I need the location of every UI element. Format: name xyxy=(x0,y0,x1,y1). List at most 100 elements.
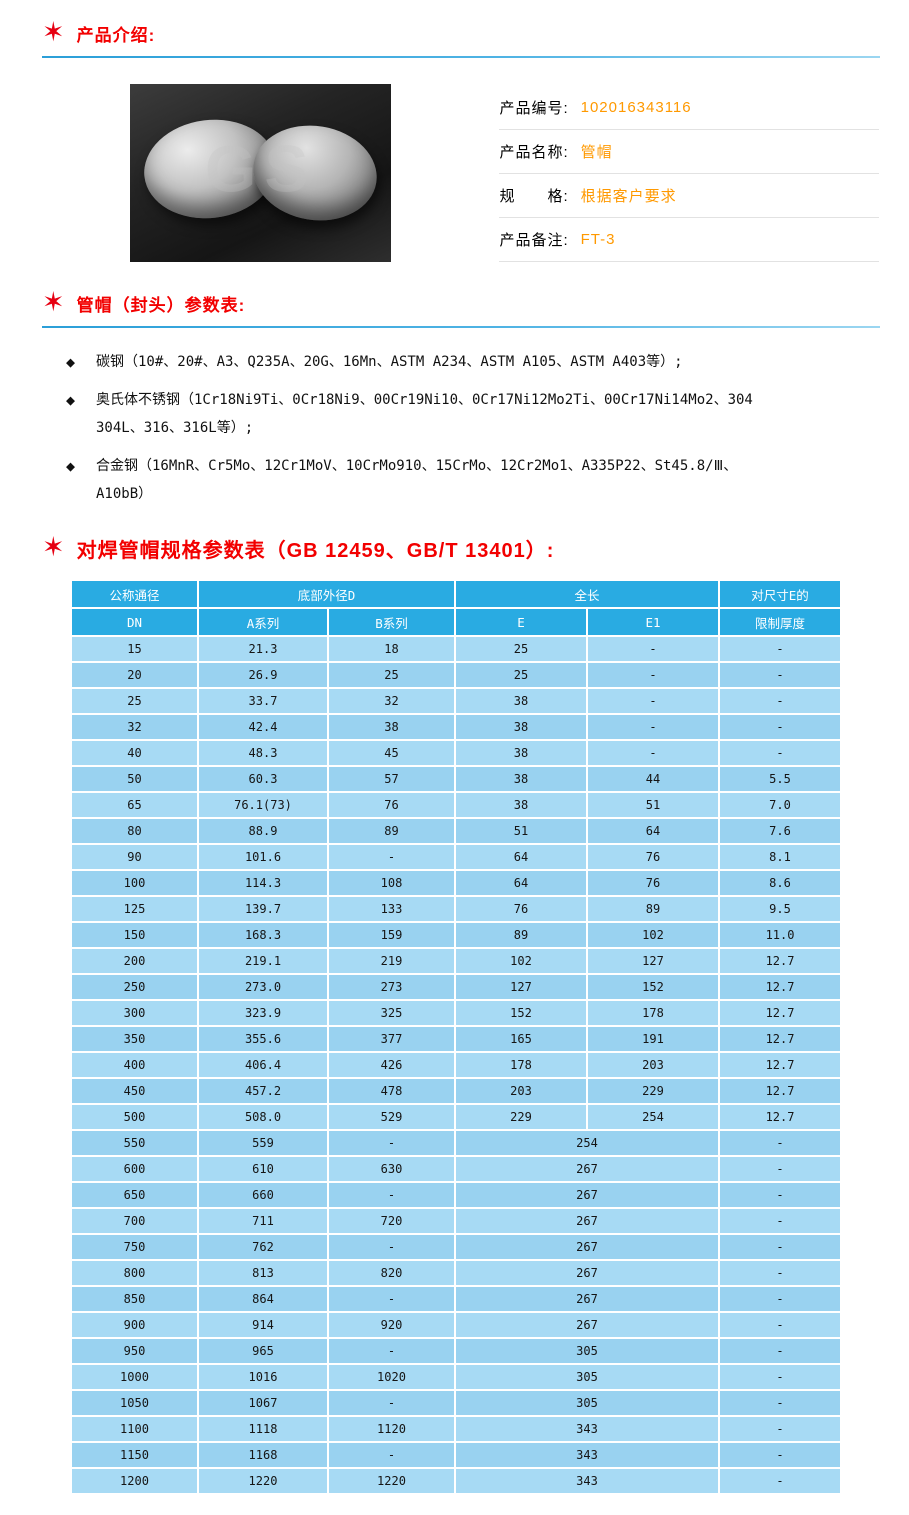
spec-cell-b-series: 108 xyxy=(329,871,454,895)
spec-cell-e: 203 xyxy=(456,1079,586,1103)
spec-cell-limit-thickness: 12.7 xyxy=(720,1053,841,1077)
spec-cell-e: 127 xyxy=(456,975,586,999)
spec-cell-limit-thickness: - xyxy=(720,1469,841,1493)
spec-cell-b-series: 820 xyxy=(329,1261,454,1285)
product-field-value: 根据客户要求 xyxy=(580,188,677,205)
material-text: 碳钢（10#、20#、A3、Q235A、20G、16Mn、ASTM A234、A… xyxy=(96,354,683,370)
spec-cell-e1: - xyxy=(588,741,719,765)
material-item-stainless-steel: ◆ 奥氏体不锈钢（1Cr18Ni9Ti、0Cr18Ni9、00Cr19Ni10、… xyxy=(66,386,879,442)
spec-cell-dn: 40 xyxy=(72,741,197,765)
spec-cell-e: 38 xyxy=(456,767,586,791)
product-field-label: 产品编号: xyxy=(499,100,569,117)
spec-cell-dn: 300 xyxy=(72,1001,197,1025)
spec-cell-e-span: 267 xyxy=(456,1183,719,1207)
spec-cell-a-series: 60.3 xyxy=(199,767,327,791)
photo-watermark: GS xyxy=(205,131,317,206)
spec-cell-dn: 25 xyxy=(72,689,197,713)
spec-cell-e1: 254 xyxy=(588,1105,719,1129)
spec-cell-a-series: 1016 xyxy=(199,1365,327,1389)
spec-row-dn-800: 800 813 820 267- xyxy=(72,1261,841,1285)
product-field-label: 产品备注: xyxy=(499,232,569,249)
spec-cell-a-series: 965 xyxy=(199,1339,327,1363)
header-a-series: A系列 xyxy=(199,609,327,635)
spec-cell-a-series: 864 xyxy=(199,1287,327,1311)
spec-cell-limit-thickness: 12.7 xyxy=(720,975,841,999)
spec-cell-e1: - xyxy=(588,715,719,739)
spec-cell-limit-thickness: 12.7 xyxy=(720,949,841,973)
spec-cell-dn: 400 xyxy=(72,1053,197,1077)
spec-cell-e1: 203 xyxy=(588,1053,719,1077)
spec-cell-e: 178 xyxy=(456,1053,586,1077)
spec-cell-dn: 800 xyxy=(72,1261,197,1285)
spec-cell-e-span: 343 xyxy=(456,1469,719,1493)
spec-cell-limit-thickness: 11.0 xyxy=(720,923,841,947)
spec-cell-limit-thickness: - xyxy=(720,1183,841,1207)
spec-cell-b-series: - xyxy=(329,845,454,869)
section-divider xyxy=(42,56,880,58)
header-limit-thickness: 限制厚度 xyxy=(720,609,841,635)
spec-table-head: 公称通径 底部外径D 全长 对尺寸E的 DN A系列 B系列 E E1 限制厚度 xyxy=(72,581,841,635)
spec-row-dn-1050: 1050 1067-305- xyxy=(72,1391,841,1415)
header-e: E xyxy=(456,609,586,635)
header-dn: DN xyxy=(72,609,197,635)
spec-cell-b-series: 426 xyxy=(329,1053,454,1077)
product-fields: 产品编号: 102016343116 产品名称: 管帽 规 格: 根据客户要求 … xyxy=(499,84,879,262)
spec-cell-e-span: 305 xyxy=(456,1391,719,1415)
product-field-label: 规 格: xyxy=(499,188,569,205)
spec-cell-limit-thickness: 12.7 xyxy=(720,1001,841,1025)
spec-cell-b-series: 920 xyxy=(329,1313,454,1337)
spec-cell-a-series: 168.3 xyxy=(199,923,327,947)
spec-cell-limit-thickness: - xyxy=(720,1209,841,1233)
spec-cell-a-series: 76.1(73) xyxy=(199,793,327,817)
spec-cell-b-series: - xyxy=(329,1131,454,1155)
spec-cell-e: 38 xyxy=(456,741,586,765)
spec-cell-e: 25 xyxy=(456,663,586,687)
spec-cell-limit-thickness: - xyxy=(720,1365,841,1389)
spec-row-dn-850: 850 864-267- xyxy=(72,1287,841,1311)
spec-cell-a-series: 21.3 xyxy=(199,637,327,661)
spec-cell-e: 38 xyxy=(456,715,586,739)
spec-cell-e-span: 343 xyxy=(456,1417,719,1441)
section-intro-header: ✶ 产品介绍: xyxy=(42,19,879,47)
spec-cell-a-series: 26.9 xyxy=(199,663,327,687)
spec-cell-limit-thickness: - xyxy=(720,689,841,713)
spec-cell-dn: 250 xyxy=(72,975,197,999)
spec-row-dn-500: 500 508.0 529 229 254 12.7 xyxy=(72,1105,841,1129)
spec-cell-e: 165 xyxy=(456,1027,586,1051)
spec-cell-b-series: 720 xyxy=(329,1209,454,1233)
spec-cell-dn: 65 xyxy=(72,793,197,817)
spec-cell-a-series: 1220 xyxy=(199,1469,327,1493)
spec-cell-a-series: 273.0 xyxy=(199,975,327,999)
spec-row-dn-150: 150 168.3 159 89 102 11.0 xyxy=(72,923,841,947)
spec-row-dn-50: 50 60.3 57 38 44 5.5 xyxy=(72,767,841,791)
spec-cell-b-series: - xyxy=(329,1391,454,1415)
spec-cell-dn: 150 xyxy=(72,923,197,947)
spec-cell-dn: 1200 xyxy=(72,1469,197,1493)
spec-cell-limit-thickness: - xyxy=(720,1131,841,1155)
materials-list: ◆ 碳钢（10#、20#、A3、Q235A、20G、16Mn、ASTM A234… xyxy=(42,348,879,508)
spec-cell-e: 25 xyxy=(456,637,586,661)
diamond-bullet-icon: ◆ xyxy=(66,353,76,371)
spec-cell-e: 38 xyxy=(456,793,586,817)
spec-cell-limit-thickness: - xyxy=(720,663,841,687)
section-intro-title: 产品介绍: xyxy=(76,26,156,45)
spec-row-dn-65: 65 76.1(73) 76 38 51 7.0 xyxy=(72,793,841,817)
spec-cell-a-series: 33.7 xyxy=(199,689,327,713)
spec-cell-b-series: 32 xyxy=(329,689,454,713)
spec-cell-e1: - xyxy=(588,663,719,687)
spec-cell-e-span: 267 xyxy=(456,1235,719,1259)
spec-cell-a-series: 101.6 xyxy=(199,845,327,869)
spec-cell-b-series: 325 xyxy=(329,1001,454,1025)
spec-cell-limit-thickness: - xyxy=(720,1287,841,1311)
product-field-value: 102016343116 xyxy=(580,99,692,116)
spec-header-row-columns: DN A系列 B系列 E E1 限制厚度 xyxy=(72,609,841,635)
spec-cell-limit-thickness: - xyxy=(720,1417,841,1441)
product-field-spec: 规 格: 根据客户要求 xyxy=(499,174,879,218)
spec-cell-a-series: 610 xyxy=(199,1157,327,1181)
spec-cell-limit-thickness: 9.5 xyxy=(720,897,841,921)
spec-cell-b-series: 159 xyxy=(329,923,454,947)
section-spec-title: 对焊管帽规格参数表（GB 12459、GB/T 13401）: xyxy=(76,540,555,562)
spec-cell-dn: 650 xyxy=(72,1183,197,1207)
diamond-bullet-icon: ◆ xyxy=(66,391,76,409)
